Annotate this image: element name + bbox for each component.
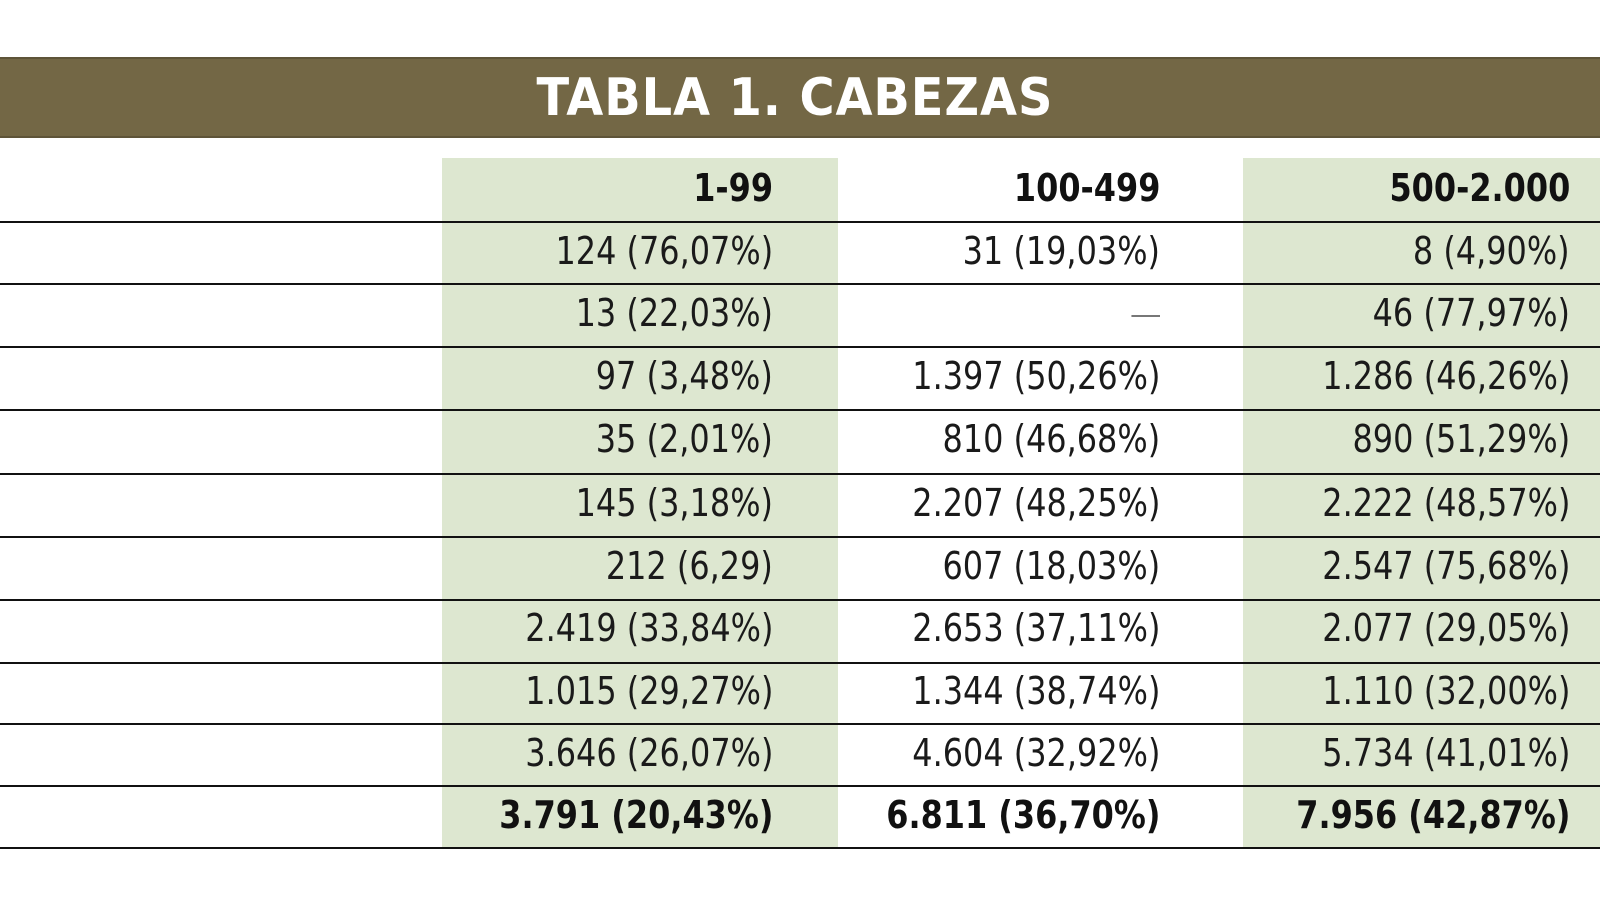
row-rule	[0, 599, 1600, 601]
header-100-499: 100-499	[1013, 166, 1160, 210]
cell-500-2000: 2.547 (75,68%)	[1321, 544, 1570, 588]
row-rule	[0, 221, 1600, 223]
cell-1-99: 2.419 (33,84%)	[524, 606, 773, 650]
header-1-99: 1-99	[693, 166, 773, 210]
cell-1-99: 124 (76,07%)	[555, 229, 773, 273]
column-highlight-500-2000	[1243, 158, 1600, 848]
cell-500-2000: 5.734 (41,01%)	[1321, 731, 1570, 775]
row-rule	[0, 283, 1600, 285]
header-row: 1-99 100-499 500-2.000	[0, 158, 1600, 222]
row-rule	[0, 536, 1600, 538]
row-rule	[0, 473, 1600, 475]
row-rule	[0, 847, 1600, 849]
cell-100-499: 1.344 (38,74%)	[911, 669, 1160, 713]
cell-100-499: 2.207 (48,25%)	[911, 481, 1160, 525]
header-500-2000: 500-2.000	[1389, 166, 1570, 210]
cell-500-2000: 2.222 (48,57%)	[1321, 481, 1570, 525]
total-100-499: 6.811 (36,70%)	[885, 793, 1160, 837]
table-title: TABLA 1. CABEZAS	[536, 67, 1054, 128]
cell-500-2000: 2.077 (29,05%)	[1321, 606, 1570, 650]
cell-500-2000: 46 (77,97%)	[1372, 291, 1570, 335]
row-rule	[0, 723, 1600, 725]
cell-100-499: 607 (18,03%)	[942, 544, 1160, 588]
cell-100-499-empty-dash	[1131, 291, 1160, 335]
cell-1-99: 13 (22,03%)	[575, 291, 773, 335]
cell-1-99: 35 (2,01%)	[595, 417, 773, 461]
dash-icon	[1131, 314, 1160, 317]
cell-500-2000: 890 (51,29%)	[1352, 417, 1570, 461]
row-rule	[0, 346, 1600, 348]
column-highlight-1-99	[442, 158, 838, 848]
cell-1-99: 1.015 (29,27%)	[524, 669, 773, 713]
cell-100-499: 1.397 (50,26%)	[911, 354, 1160, 398]
cell-500-2000: 1.286 (46,26%)	[1321, 354, 1570, 398]
cell-100-499: 4.604 (32,92%)	[911, 731, 1160, 775]
total-1-99: 3.791 (20,43%)	[498, 793, 773, 837]
total-500-2000: 7.956 (42,87%)	[1295, 793, 1570, 837]
row-rule	[0, 785, 1600, 787]
row-rule	[0, 662, 1600, 664]
cell-100-499: 31 (19,03%)	[962, 229, 1160, 273]
cell-500-2000: 1.110 (32,00%)	[1321, 669, 1570, 713]
cell-1-99: 3.646 (26,07%)	[524, 731, 773, 775]
cell-500-2000: 8 (4,90%)	[1413, 229, 1570, 273]
cell-1-99: 145 (3,18%)	[575, 481, 773, 525]
cell-1-99: 97 (3,48%)	[595, 354, 773, 398]
cell-100-499: 810 (46,68%)	[942, 417, 1160, 461]
row-rule	[0, 409, 1600, 411]
cell-1-99: 212 (6,29)	[605, 544, 773, 588]
cell-100-499: 2.653 (37,11%)	[911, 606, 1160, 650]
table-title-banner: TABLA 1. CABEZAS	[0, 57, 1600, 138]
